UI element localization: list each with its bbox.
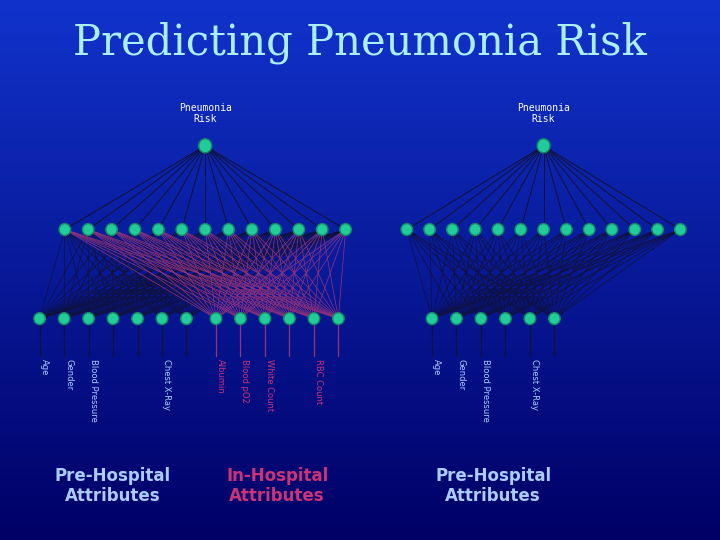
Ellipse shape (583, 224, 595, 235)
Text: White Count: White Count (265, 359, 274, 411)
Ellipse shape (308, 313, 320, 325)
Text: RBC Count: RBC Count (314, 359, 323, 404)
Ellipse shape (606, 224, 618, 235)
Ellipse shape (83, 313, 94, 325)
Ellipse shape (153, 224, 164, 235)
Ellipse shape (107, 313, 119, 325)
Ellipse shape (629, 224, 641, 235)
Ellipse shape (259, 313, 271, 325)
Ellipse shape (317, 224, 328, 235)
Ellipse shape (475, 313, 487, 325)
Text: In-Hospital
Attributes: In-Hospital Attributes (226, 467, 328, 505)
Ellipse shape (58, 313, 70, 325)
Ellipse shape (524, 313, 536, 325)
Ellipse shape (293, 224, 305, 235)
Text: Pre-Hospital
Attributes: Pre-Hospital Attributes (55, 467, 171, 505)
Text: Pneumonia
Risk: Pneumonia Risk (517, 103, 570, 124)
Ellipse shape (270, 224, 282, 235)
Ellipse shape (181, 313, 192, 325)
Ellipse shape (538, 224, 549, 235)
Ellipse shape (156, 313, 168, 325)
Ellipse shape (333, 313, 344, 325)
Ellipse shape (223, 224, 235, 235)
Text: Gender: Gender (456, 359, 466, 390)
Text: Chest X-Ray: Chest X-Ray (162, 359, 171, 410)
Ellipse shape (424, 224, 436, 235)
Ellipse shape (59, 224, 71, 235)
Text: Predicting Pneumonia Risk: Predicting Pneumonia Risk (73, 22, 647, 64)
Ellipse shape (652, 224, 663, 235)
Ellipse shape (210, 313, 222, 325)
Ellipse shape (34, 313, 45, 325)
Ellipse shape (537, 139, 550, 153)
Text: Pre-Hospital
Attributes: Pre-Hospital Attributes (435, 467, 552, 505)
Ellipse shape (82, 224, 94, 235)
Text: Gender: Gender (64, 359, 73, 390)
Text: Blood Pressure: Blood Pressure (89, 359, 98, 422)
Ellipse shape (235, 313, 246, 325)
Ellipse shape (561, 224, 572, 235)
Ellipse shape (106, 224, 117, 235)
Text: Age: Age (432, 359, 441, 375)
Ellipse shape (675, 224, 686, 235)
Ellipse shape (401, 224, 413, 235)
Text: Blood pO2: Blood pO2 (240, 359, 249, 403)
Ellipse shape (199, 139, 212, 153)
Text: Age: Age (40, 359, 49, 375)
Ellipse shape (515, 224, 526, 235)
Ellipse shape (199, 224, 211, 235)
Text: Albumin: Albumin (216, 359, 225, 394)
Ellipse shape (451, 313, 462, 325)
Ellipse shape (176, 224, 187, 235)
Ellipse shape (284, 313, 295, 325)
Ellipse shape (340, 224, 351, 235)
Ellipse shape (132, 313, 143, 325)
Ellipse shape (469, 224, 481, 235)
Text: Chest X-Ray: Chest X-Ray (530, 359, 539, 410)
Ellipse shape (500, 313, 511, 325)
Ellipse shape (492, 224, 504, 235)
Ellipse shape (426, 313, 438, 325)
Ellipse shape (130, 224, 141, 235)
Text: Blood Pressure: Blood Pressure (481, 359, 490, 422)
Ellipse shape (549, 313, 560, 325)
Text: Pneumonia
Risk: Pneumonia Risk (179, 103, 232, 124)
Ellipse shape (446, 224, 458, 235)
Ellipse shape (246, 224, 258, 235)
